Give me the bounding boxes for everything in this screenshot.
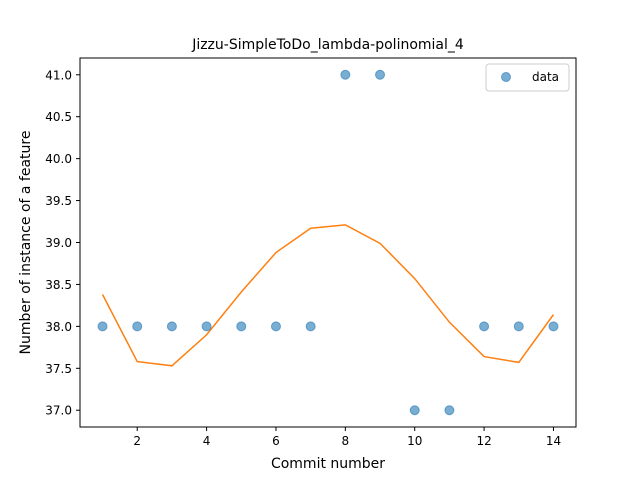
data-point	[409, 405, 420, 416]
x-tick-label: 6	[272, 434, 280, 448]
y-tick-label: 41.0	[45, 68, 72, 82]
chart-title: Jizzu-SimpleToDo_lambda-polinomial_4	[191, 37, 464, 53]
axes: 2 4 6 8 10 12 14 37.0 37.5 38.0 38.5 39.0 39.5 40.0 40…	[45, 68, 561, 448]
data-point	[375, 69, 386, 80]
x-tick-label: 12	[476, 434, 491, 448]
data-point	[479, 321, 490, 332]
y-axis-label: Number of instance of a feature	[18, 131, 34, 355]
data-point	[305, 321, 316, 332]
y-tick-label: 37.0	[45, 404, 72, 418]
legend-box	[485, 63, 570, 92]
y-tick-label: 37.5	[45, 362, 72, 376]
x-tick-label: 4	[203, 434, 211, 448]
data-point	[236, 321, 247, 332]
legend-label: data	[532, 70, 559, 84]
fit-line	[101, 224, 555, 367]
y-tick-label: 39.5	[45, 194, 72, 208]
data-point	[166, 321, 177, 332]
data-point	[340, 69, 351, 80]
x-tick-label: 10	[407, 434, 422, 448]
x-tick-label: 2	[133, 434, 141, 448]
data-point	[513, 321, 524, 332]
y-tick-label: 38.5	[45, 278, 72, 292]
x-tick-label: 8	[342, 434, 350, 448]
x-tick-label: 14	[546, 434, 561, 448]
data-point	[97, 321, 108, 332]
x-axis-label: Commit number	[271, 456, 385, 472]
y-tick-label: 40.5	[45, 110, 72, 124]
plot-marks	[97, 69, 559, 416]
data-point	[270, 321, 281, 332]
data-point	[548, 321, 559, 332]
legend-marker	[501, 72, 511, 82]
legend: data	[485, 63, 570, 92]
y-tick-label: 40.0	[45, 152, 72, 166]
data-point	[444, 405, 455, 416]
data-point	[201, 321, 212, 332]
y-tick-label: 38.0	[45, 320, 72, 334]
y-tick-label: 39.0	[45, 236, 72, 250]
data-point	[132, 321, 143, 332]
